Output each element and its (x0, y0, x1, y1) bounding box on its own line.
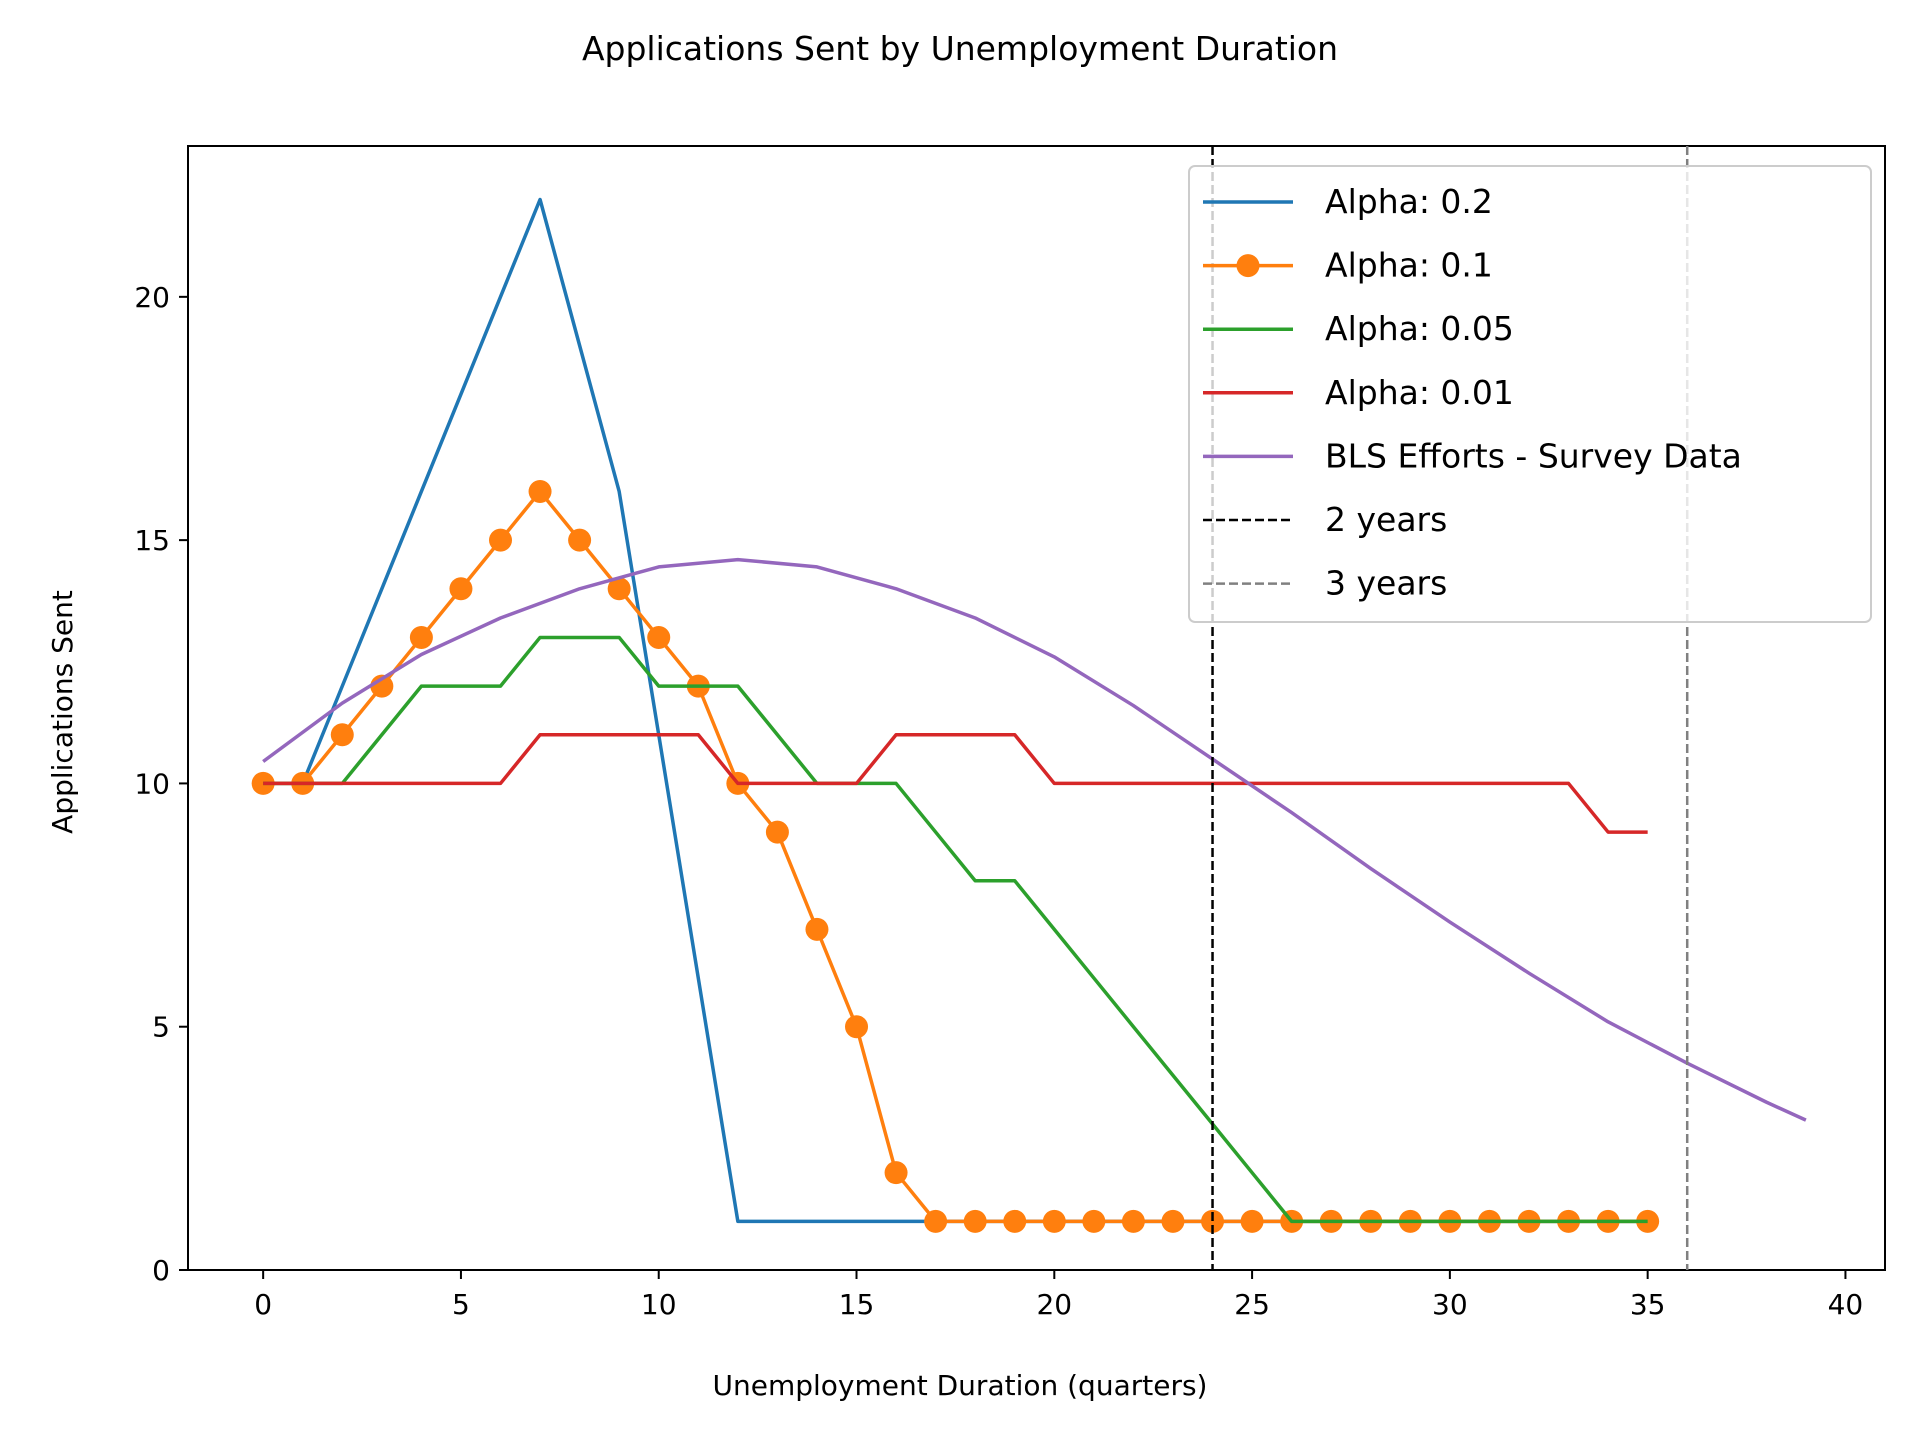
x-tick-label: 25 (1234, 1288, 1270, 1321)
y-tick-label: 0 (152, 1254, 170, 1287)
data-point (1161, 1209, 1185, 1233)
series-line-2 (263, 635, 1648, 1224)
data-point (845, 1015, 869, 1039)
data-point (1003, 1209, 1027, 1233)
legend: Alpha: 0.2 Alpha: 0.1 Alpha: 0.05 Alpha: 0.… (1188, 165, 1872, 623)
data-point (765, 820, 789, 844)
legend-box (1188, 165, 1872, 623)
legend-label: 2 years (1325, 500, 1447, 539)
x-tick-label: 10 (641, 1288, 677, 1321)
y-axis-label: Applications Sent (46, 590, 79, 834)
x-tick-label: 35 (1630, 1288, 1666, 1321)
x-tick-label: 30 (1432, 1288, 1468, 1321)
legend-label: 3 years (1325, 564, 1447, 603)
y-tick-label: 15 (134, 524, 170, 557)
data-point (1082, 1209, 1106, 1233)
legend-label: Alpha: 0.2 (1325, 182, 1493, 221)
x-tick-label: 0 (254, 1288, 272, 1321)
data-point (1121, 1209, 1145, 1233)
chart-title: Applications Sent by Unemployment Durati… (582, 29, 1338, 68)
legend-marker (1236, 254, 1260, 278)
data-point (568, 528, 592, 552)
data-point (805, 917, 829, 941)
y-tick-label: 20 (134, 281, 170, 314)
series-layer (251, 146, 1807, 1270)
data-point (449, 577, 473, 601)
data-point (884, 1161, 908, 1185)
legend-label: BLS Efforts - Survey Data (1325, 436, 1742, 475)
data-point (1042, 1209, 1066, 1233)
data-point (251, 771, 275, 795)
x-tick-label: 5 (452, 1288, 470, 1321)
data-point (963, 1209, 987, 1233)
data-point (924, 1209, 948, 1233)
data-point (528, 479, 552, 503)
x-tick-label: 20 (1036, 1288, 1072, 1321)
data-point (1201, 1209, 1225, 1233)
legend-label: Alpha: 0.01 (1325, 373, 1514, 412)
data-point (330, 723, 354, 747)
y-tick-label: 5 (152, 1011, 170, 1044)
series-line-3 (263, 733, 1648, 834)
data-point (489, 528, 513, 552)
data-point (607, 577, 631, 601)
x-tick-label: 40 (1828, 1288, 1864, 1321)
data-point (647, 625, 671, 649)
series-line-4 (262, 557, 1807, 1122)
legend-label: Alpha: 0.05 (1325, 309, 1514, 348)
legend-label: Alpha: 0.1 (1325, 246, 1493, 285)
x-tick-label: 15 (839, 1288, 875, 1321)
data-point (1240, 1209, 1264, 1233)
y-tick-label: 10 (134, 767, 170, 800)
data-point (409, 625, 433, 649)
plot-frame (187, 145, 1886, 1271)
x-axis-label: Unemployment Duration (quarters) (713, 1369, 1208, 1402)
